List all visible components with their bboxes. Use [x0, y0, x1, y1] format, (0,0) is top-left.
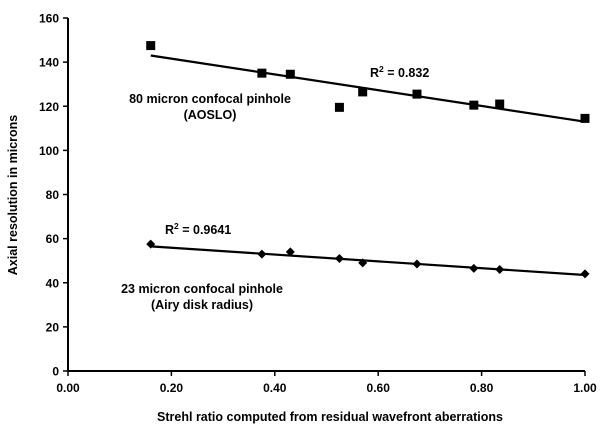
y-tick-label: 80: [46, 188, 60, 202]
x-tick-label: 0.20: [160, 381, 184, 395]
x-tick-label: 0.60: [367, 381, 391, 395]
axes-layer: [67, 18, 585, 372]
trendlines: [150, 54, 586, 277]
data-point-diamond: [257, 249, 267, 259]
x-tick-label: 1.00: [573, 381, 597, 395]
data-point-diamond: [358, 258, 368, 268]
ticks-layer: 0 20 40 60 80 100 120 140 160 0.00 0.20 0.40 0.60 0.8…: [39, 12, 597, 396]
data-point-diamond: [495, 265, 505, 275]
data-point-square: [412, 89, 422, 99]
data-point-square: [580, 113, 590, 123]
series-annotation-line: (Airy disk radius): [151, 298, 253, 312]
trendline-series-1: [150, 54, 586, 123]
series-annotation-line: (AOSLO): [184, 108, 237, 122]
y-tick-label: 160: [39, 12, 59, 26]
y-tick-label: 20: [46, 320, 60, 334]
y-tick-label: 140: [39, 56, 59, 70]
data-point-square: [334, 102, 344, 112]
series-annotation-line: 23 micron confocal pinhole: [121, 282, 283, 296]
data-point-diamond: [334, 253, 344, 263]
series-annotation-line: 80 micron confocal pinhole: [129, 92, 291, 106]
data-point-diamond: [285, 247, 295, 257]
y-tick-label: 100: [39, 144, 59, 158]
annotations: 80 micron confocal pinhole (AOSLO) R2 = 0.…: [121, 64, 429, 312]
x-tick-label: 0.40: [263, 381, 287, 395]
y-tick-label: 120: [39, 100, 59, 114]
y-tick-label: 60: [46, 232, 60, 246]
x-axis-title: Strehl ratio computed from residual wave…: [157, 410, 503, 424]
data-point-square: [469, 100, 479, 110]
y-axis-title: Axial resolution in microns: [6, 115, 20, 275]
x-tick-label: 0.80: [470, 381, 494, 395]
data-points: [146, 41, 590, 279]
y-tick-label: 0: [52, 365, 59, 379]
data-point-square: [257, 68, 267, 78]
data-point-square: [146, 41, 156, 51]
data-point-diamond: [412, 259, 422, 269]
data-point-diamond: [580, 269, 590, 279]
r-squared-label: R2 = 0.832: [370, 64, 429, 80]
data-point-diamond: [146, 239, 156, 249]
data-point-diamond: [469, 263, 479, 273]
trendline-series-2: [150, 245, 586, 277]
data-point-square: [285, 69, 295, 79]
x-tick-label: 0.00: [56, 381, 80, 395]
r-squared-label: R2 = 0.9641: [165, 221, 231, 237]
data-point-square: [358, 87, 368, 97]
data-point-square: [495, 99, 505, 109]
y-tick-label: 40: [46, 276, 60, 290]
